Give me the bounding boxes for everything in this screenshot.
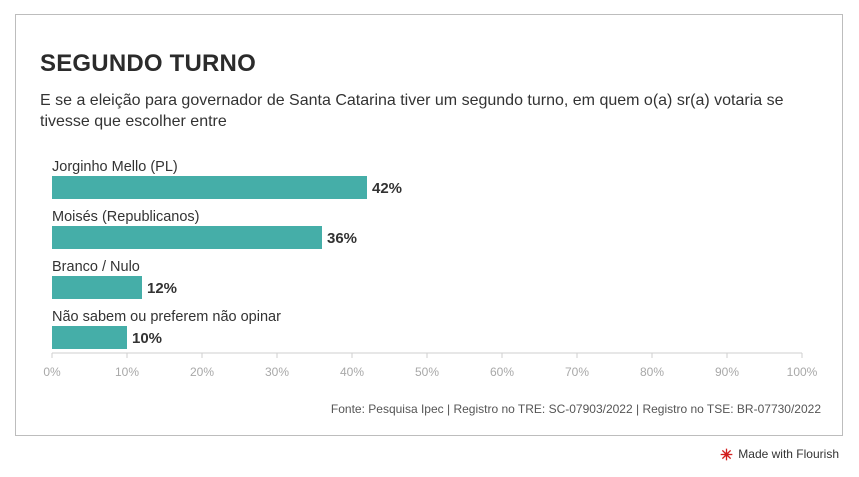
x-tick-label: 70% [565,365,589,379]
bar[interactable] [52,226,322,249]
flourish-credit[interactable]: Made with Flourish [720,447,839,461]
x-tick-label: 30% [265,365,289,379]
bar[interactable] [52,326,127,349]
credit-label: Made with Flourish [738,447,839,461]
chart-card [15,14,843,436]
bar[interactable] [52,276,142,299]
bar-chart: Jorginho Mello (PL) 42% Moisés (Republican… [43,159,818,379]
x-tick-label: 80% [640,365,664,379]
value-label: 12% [147,280,177,297]
x-tick-label: 60% [490,365,514,379]
value-label: 36% [327,230,357,247]
value-label: 42% [372,180,402,197]
chart-subtitle: E se a eleição para governador de Santa … [40,92,784,130]
x-tick-label: 20% [190,365,214,379]
category-label: Não sabem ou preferem não opinar [52,309,281,325]
x-tick-label: 90% [715,365,739,379]
bar[interactable] [52,176,367,199]
x-tick-label: 10% [115,365,139,379]
source-note: Fonte: Pesquisa Ipec | Registro no TRE: … [330,402,821,416]
x-tick-label: 100% [787,365,818,379]
x-tick-label: 50% [415,365,439,379]
category-label: Moisés (Republicanos) [52,209,199,225]
flourish-logo-icon [720,448,733,460]
category-label: Branco / Nulo [52,259,140,275]
x-tick-label: 40% [340,365,364,379]
chart-title: SEGUNDO TURNO [40,50,256,77]
category-label: Jorginho Mello (PL) [52,159,178,175]
x-tick-label: 0% [43,365,61,379]
value-label: 10% [132,330,162,347]
